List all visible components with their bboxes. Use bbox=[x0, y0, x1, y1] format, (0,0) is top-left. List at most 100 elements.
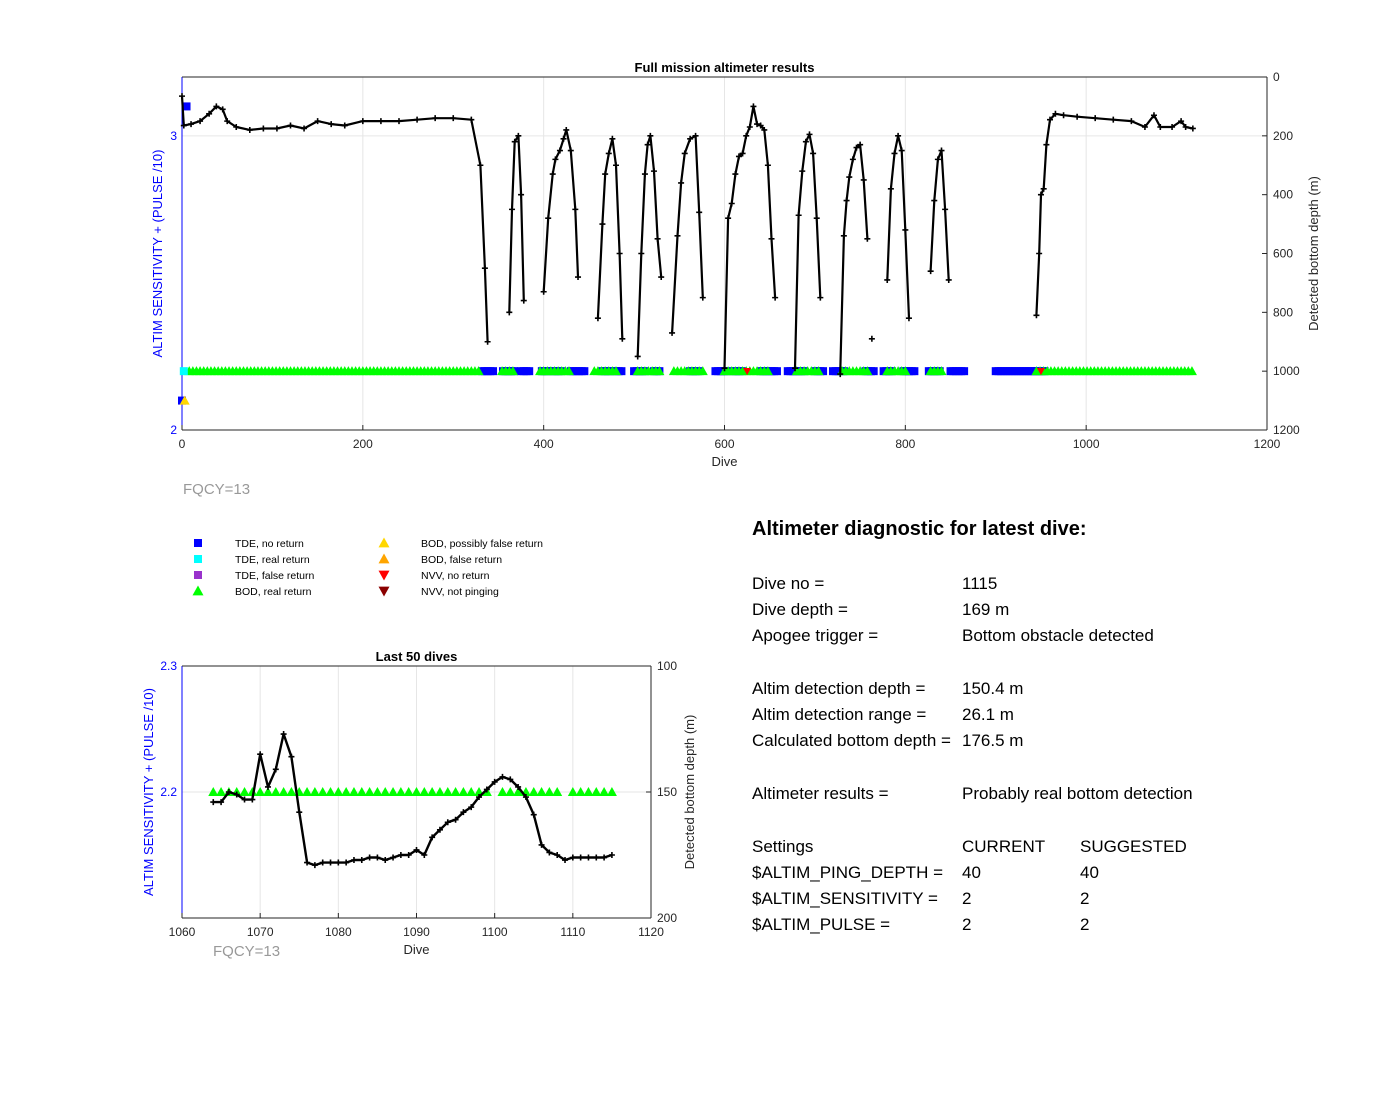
bod-real-return-marker bbox=[1186, 366, 1197, 376]
depth-point bbox=[460, 809, 467, 816]
bod-real-return-marker bbox=[239, 787, 250, 796]
bod-real-return-marker bbox=[697, 366, 708, 376]
depth-point bbox=[432, 115, 439, 122]
depth-point bbox=[837, 371, 844, 378]
bod-real-return-marker bbox=[900, 366, 911, 376]
chart-title: Full mission altimeter results bbox=[635, 60, 815, 75]
depth-point bbox=[197, 118, 204, 125]
diagnostic-value: 26.1 m bbox=[962, 705, 1014, 724]
depth-point bbox=[567, 147, 574, 154]
bod-real-return-marker bbox=[862, 366, 873, 376]
diagnostic-value: Probably real bottom detection bbox=[962, 784, 1193, 803]
depth-point bbox=[1047, 116, 1053, 123]
bod-real-return-marker bbox=[458, 787, 469, 796]
bod-real-return-marker bbox=[544, 787, 555, 796]
diagnostic-title: Altimeter diagnostic for latest dive: bbox=[752, 518, 1087, 540]
setting-current: 2 bbox=[962, 889, 972, 908]
depth-point bbox=[764, 162, 771, 169]
depth-point bbox=[359, 118, 366, 125]
setting-suggested: 2 bbox=[1080, 915, 1090, 934]
depth-point bbox=[180, 122, 187, 129]
depth-point bbox=[699, 294, 706, 301]
depth-point bbox=[219, 106, 226, 113]
depth-point bbox=[396, 118, 402, 125]
x-tick-label: 1090 bbox=[403, 925, 430, 939]
diagnostic-label: Altim detection range = bbox=[752, 705, 927, 724]
depth-point bbox=[405, 852, 412, 858]
depth-point bbox=[556, 147, 563, 154]
depth-point bbox=[520, 297, 527, 304]
depth-point bbox=[1074, 113, 1081, 120]
legend-label: BOD, real return bbox=[235, 586, 312, 598]
depth-point bbox=[213, 103, 220, 110]
bod-real-return-marker bbox=[278, 787, 289, 796]
diagnostic-value: 1115 bbox=[962, 574, 998, 593]
depth-point bbox=[572, 206, 579, 213]
depth-point bbox=[813, 215, 820, 222]
depth-point bbox=[397, 852, 404, 858]
tde-no-return-marker bbox=[960, 367, 969, 376]
depth-point bbox=[634, 353, 641, 360]
depth-point bbox=[678, 179, 685, 186]
depth-line-segment bbox=[1035, 112, 1194, 316]
depth-point bbox=[335, 859, 342, 866]
depth-point bbox=[602, 171, 609, 178]
y-right-axis-label: Detected bottom depth (m) bbox=[682, 715, 697, 870]
diagnostic-label: Calculated bottom depth = bbox=[752, 731, 951, 750]
depth-point bbox=[179, 93, 185, 100]
depth-point bbox=[288, 753, 295, 760]
legend-marker bbox=[194, 571, 202, 579]
depth-point bbox=[477, 162, 484, 169]
depth-point bbox=[506, 309, 513, 316]
y-right-tick-label: 400 bbox=[1273, 188, 1293, 202]
bod-real-return-marker bbox=[419, 787, 430, 796]
diagnostic-label: Altimeter results = bbox=[752, 784, 889, 803]
bod-real-return-marker bbox=[762, 366, 773, 376]
bod-real-return-marker bbox=[309, 787, 320, 796]
fqcy-annotation: FQCY=13 bbox=[213, 943, 280, 960]
legend-marker bbox=[378, 553, 390, 564]
depth-point bbox=[225, 789, 232, 795]
legend-item: TDE, no return bbox=[194, 538, 304, 550]
depth-point bbox=[696, 209, 703, 216]
depth-point bbox=[1169, 124, 1176, 131]
bod-real-return-marker bbox=[255, 787, 266, 796]
depth-point bbox=[563, 126, 570, 133]
x-tick-label: 800 bbox=[895, 437, 915, 451]
setting-name: $ALTIM_SENSITIVITY = bbox=[752, 889, 938, 908]
depth-point bbox=[732, 171, 739, 178]
depth-point bbox=[273, 125, 280, 132]
depth-point bbox=[1150, 112, 1157, 119]
depth-point bbox=[902, 226, 909, 233]
depth-line-segment bbox=[723, 105, 777, 369]
diagnostic-label: Altim detection depth = bbox=[752, 679, 926, 698]
bod-real-return-marker bbox=[505, 787, 516, 796]
altimeter-diagnostic-panel: Altimeter diagnostic for latest dive: Di… bbox=[752, 518, 1372, 948]
bod-real-return-marker bbox=[247, 787, 258, 796]
depth-point bbox=[328, 121, 335, 128]
depth-point bbox=[358, 857, 365, 864]
setting-current: 40 bbox=[962, 863, 981, 882]
y-right-tick-label: 100 bbox=[657, 659, 677, 673]
depth-point bbox=[601, 854, 608, 861]
depth-point bbox=[304, 859, 311, 866]
depth-point bbox=[264, 783, 271, 790]
depth-line-segment bbox=[671, 134, 704, 333]
legend-marker bbox=[378, 586, 390, 597]
bod-real-return-marker bbox=[567, 787, 578, 796]
depth-point bbox=[260, 125, 267, 132]
legend-label: BOD, false return bbox=[421, 554, 502, 566]
y-right-tick-label: 600 bbox=[1273, 247, 1293, 261]
depth-point bbox=[522, 794, 529, 801]
depth-point bbox=[515, 132, 522, 139]
depth-point bbox=[728, 200, 735, 207]
marker-layer bbox=[178, 102, 1197, 405]
depth-point bbox=[327, 859, 334, 866]
depth-point bbox=[799, 168, 806, 175]
depth-point bbox=[1060, 112, 1067, 119]
diagnostic-value: 176.5 m bbox=[962, 731, 1024, 750]
depth-point bbox=[562, 857, 569, 864]
y-right-tick-label: 200 bbox=[1273, 129, 1293, 143]
depth-point bbox=[314, 118, 321, 125]
depth-point bbox=[233, 124, 240, 131]
